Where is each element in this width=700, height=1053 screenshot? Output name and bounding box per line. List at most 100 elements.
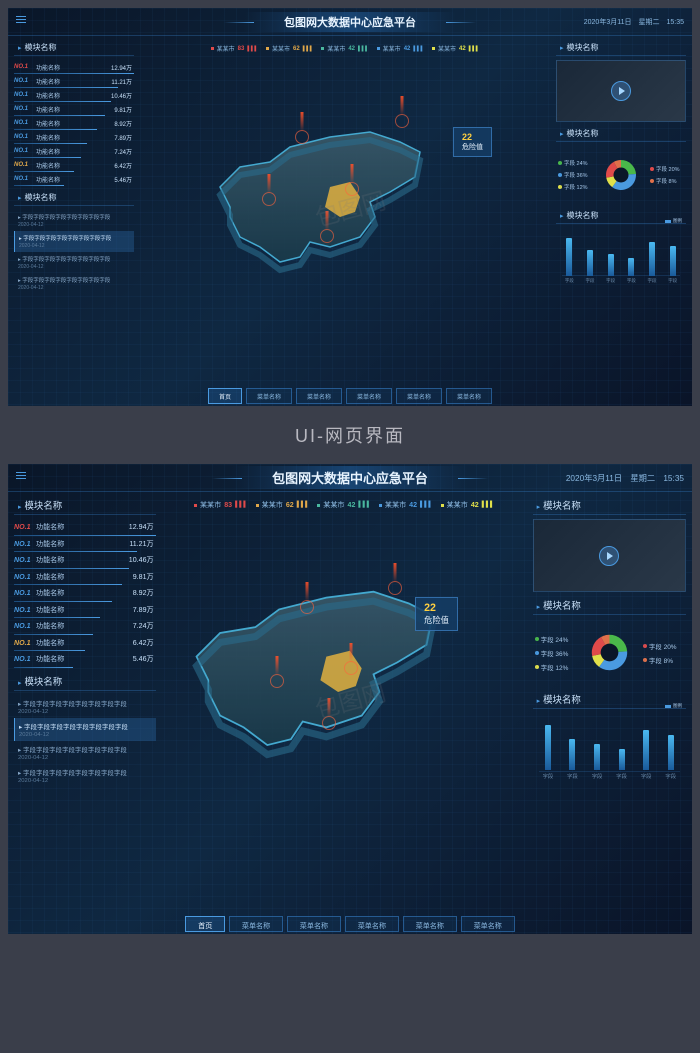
- header-title: 包图网大数据中心应急平台: [232, 466, 468, 489]
- stat-item: 某某市 42 ▌▌▌: [441, 500, 495, 510]
- map-beacon: [395, 114, 409, 128]
- header-datetime: 2020年3月11日 星期二 15:35: [584, 17, 684, 27]
- rank-item[interactable]: NO.1 功能名称 12.94万: [14, 60, 134, 74]
- play-icon[interactable]: [599, 546, 619, 566]
- map-area[interactable]: 22 危险值: [138, 57, 552, 317]
- news-title: 模块名称: [14, 672, 156, 691]
- rank-item[interactable]: NO.1 功能名称 5.46万: [14, 651, 156, 668]
- menu-button[interactable]: 首页: [208, 388, 242, 404]
- dashboard-top: 包图网大数据中心应急平台 2020年3月11日 星期二 15:35 模块名称 N…: [8, 8, 692, 406]
- rank-item[interactable]: NO.1 功能名称 11.21万: [14, 536, 156, 553]
- stat-item: 某某市 62 ▌▌▌: [266, 44, 313, 53]
- map-beacon: [388, 581, 402, 595]
- page-caption: UI-网页界面: [0, 406, 700, 464]
- stat-item: 某某市 42 ▌▌▌: [379, 500, 433, 510]
- news-list: ▸ 字段字段字段字段字段字段字段字段 2020-04-12 ▸ 字段字段字段字段…: [14, 210, 134, 294]
- legend-item: 字段 36%: [558, 171, 592, 179]
- bottom-menu: 首页菜单名称菜单名称菜单名称菜单名称菜单名称: [8, 914, 692, 934]
- stat-item: 某某市 42 ▌▌▌: [377, 44, 424, 53]
- bar-col: 字段: [588, 744, 607, 780]
- news-item[interactable]: ▸ 字段字段字段字段字段字段字段字段 2020-04-12: [14, 210, 134, 231]
- bar-chart: 图例 字段 字段 字段 字段: [533, 713, 686, 784]
- hamburger-icon[interactable]: [16, 472, 26, 479]
- rank-item[interactable]: NO.1 功能名称 7.24万: [14, 144, 134, 158]
- rank-item[interactable]: NO.1 功能名称 10.46万: [14, 552, 156, 569]
- news-item[interactable]: ▸ 字段字段字段字段字段字段字段字段 2020-04-12: [14, 764, 156, 787]
- header-datetime: 2020年3月11日 星期二 15:35: [566, 472, 684, 484]
- news-item[interactable]: ▸ 字段字段字段字段字段字段字段字段 2020-04-12: [14, 695, 156, 718]
- bar-legend: 图例: [665, 703, 682, 709]
- news-title: 模块名称: [14, 190, 134, 206]
- header: 包图网大数据中心应急平台 2020年3月11日 星期二 15:35: [8, 464, 692, 492]
- menu-button[interactable]: 菜单名称: [345, 916, 399, 932]
- map-tooltip: 22 危险值: [415, 597, 458, 631]
- donut-chart: [596, 150, 646, 200]
- map-beacon: [344, 661, 358, 675]
- legend-item: 字段 36%: [535, 648, 576, 658]
- rank-item[interactable]: NO.1 功能名称 12.94万: [14, 519, 156, 536]
- menu-button[interactable]: 菜单名称: [229, 916, 283, 932]
- rank-item[interactable]: NO.1 功能名称 9.81万: [14, 102, 134, 116]
- video-title: 模块名称: [533, 496, 686, 515]
- rank-item[interactable]: NO.1 功能名称 7.89万: [14, 130, 134, 144]
- news-list: ▸ 字段字段字段字段字段字段字段字段 2020-04-12 ▸ 字段字段字段字段…: [14, 695, 156, 787]
- bar-col: 字段: [562, 238, 577, 284]
- legend-item: 字段 20%: [650, 165, 684, 173]
- ranking-title: 模块名称: [14, 40, 134, 56]
- video-box[interactable]: [556, 60, 686, 122]
- header-title: 包图网大数据中心应急平台: [244, 12, 456, 32]
- news-item[interactable]: ▸ 字段字段字段字段字段字段字段字段 2020-04-12: [14, 231, 134, 252]
- map-beacon: [270, 674, 284, 688]
- rank-item[interactable]: NO.1 功能名称 6.42万: [14, 158, 134, 172]
- menu-button[interactable]: 菜单名称: [461, 916, 515, 932]
- news-item[interactable]: ▸ 字段字段字段字段字段字段字段字段 2020-04-12: [14, 741, 156, 764]
- news-item[interactable]: ▸ 字段字段字段字段字段字段字段字段 2020-04-12: [14, 273, 134, 294]
- map-beacon: [345, 182, 359, 196]
- legend-item: 字段 12%: [535, 662, 576, 672]
- rank-item[interactable]: NO.1 功能名称 8.92万: [14, 585, 156, 602]
- dashboard-bottom: 包图网大数据中心应急平台 2020年3月11日 星期二 15:35 模块名称 N…: [8, 464, 692, 934]
- map-beacon: [322, 716, 336, 730]
- video-title: 模块名称: [556, 40, 686, 56]
- bar-col: 字段: [612, 749, 631, 780]
- stat-item: 某某市 83 ▌▌▌: [211, 44, 258, 53]
- news-item[interactable]: ▸ 字段字段字段字段字段字段字段字段 2020-04-12: [14, 252, 134, 273]
- hamburger-icon[interactable]: [16, 16, 26, 23]
- legend-item: 字段 20%: [643, 641, 684, 651]
- stats-row: 某某市 83 ▌▌▌ 某某市 62 ▌▌▌ 某某市 42 ▌▌▌: [138, 40, 552, 57]
- stat-item: 某某市 42 ▌▌▌: [321, 44, 368, 53]
- rank-item[interactable]: NO.1 功能名称 7.24万: [14, 618, 156, 635]
- rank-item[interactable]: NO.1 功能名称 6.42万: [14, 635, 156, 652]
- donut-section: 字段 24% 字段 36% 字段 12% 字段 20% 字段 8%: [533, 619, 686, 686]
- bottom-menu: 首页菜单名称菜单名称菜单名称菜单名称菜单名称: [8, 386, 692, 406]
- legend-item: 字段 8%: [643, 655, 684, 665]
- ranking-title: 模块名称: [14, 496, 156, 515]
- barchart-title: 模块名称: [533, 690, 686, 709]
- map-area[interactable]: 22 危险值: [160, 514, 529, 821]
- rank-item[interactable]: NO.1 功能名称 11.21万: [14, 74, 134, 88]
- news-item[interactable]: ▸ 字段字段字段字段字段字段字段字段 2020-04-12: [14, 718, 156, 741]
- donut-title: 模块名称: [533, 596, 686, 615]
- rank-item[interactable]: NO.1 功能名称 5.46万: [14, 172, 134, 186]
- rank-item[interactable]: NO.1 功能名称 7.89万: [14, 602, 156, 619]
- donut-section: 字段 24%字段 36%字段 12% 字段 20%字段 8%: [556, 146, 686, 204]
- menu-button[interactable]: 菜单名称: [446, 388, 492, 404]
- bar-legend: 图例: [665, 218, 682, 224]
- rank-item[interactable]: NO.1 功能名称 9.81万: [14, 569, 156, 586]
- menu-button[interactable]: 菜单名称: [403, 916, 457, 932]
- menu-button[interactable]: 菜单名称: [296, 388, 342, 404]
- menu-button[interactable]: 菜单名称: [287, 916, 341, 932]
- map-tooltip: 22 危险值: [453, 127, 492, 157]
- ranking-list: NO.1 功能名称 12.94万 NO.1 功能名称 11.21万 NO.1 功…: [14, 60, 134, 186]
- video-box[interactable]: [533, 519, 686, 592]
- menu-button[interactable]: 菜单名称: [246, 388, 292, 404]
- bar-col: 字段: [637, 730, 656, 780]
- rank-item[interactable]: NO.1 功能名称 8.92万: [14, 116, 134, 130]
- rank-item[interactable]: NO.1 功能名称 10.46万: [14, 88, 134, 102]
- menu-button[interactable]: 菜单名称: [396, 388, 442, 404]
- legend-item: 字段 24%: [535, 634, 576, 644]
- play-icon[interactable]: [611, 81, 631, 101]
- menu-button[interactable]: 菜单名称: [346, 388, 392, 404]
- donut-chart: [580, 623, 639, 682]
- menu-button[interactable]: 首页: [185, 916, 225, 932]
